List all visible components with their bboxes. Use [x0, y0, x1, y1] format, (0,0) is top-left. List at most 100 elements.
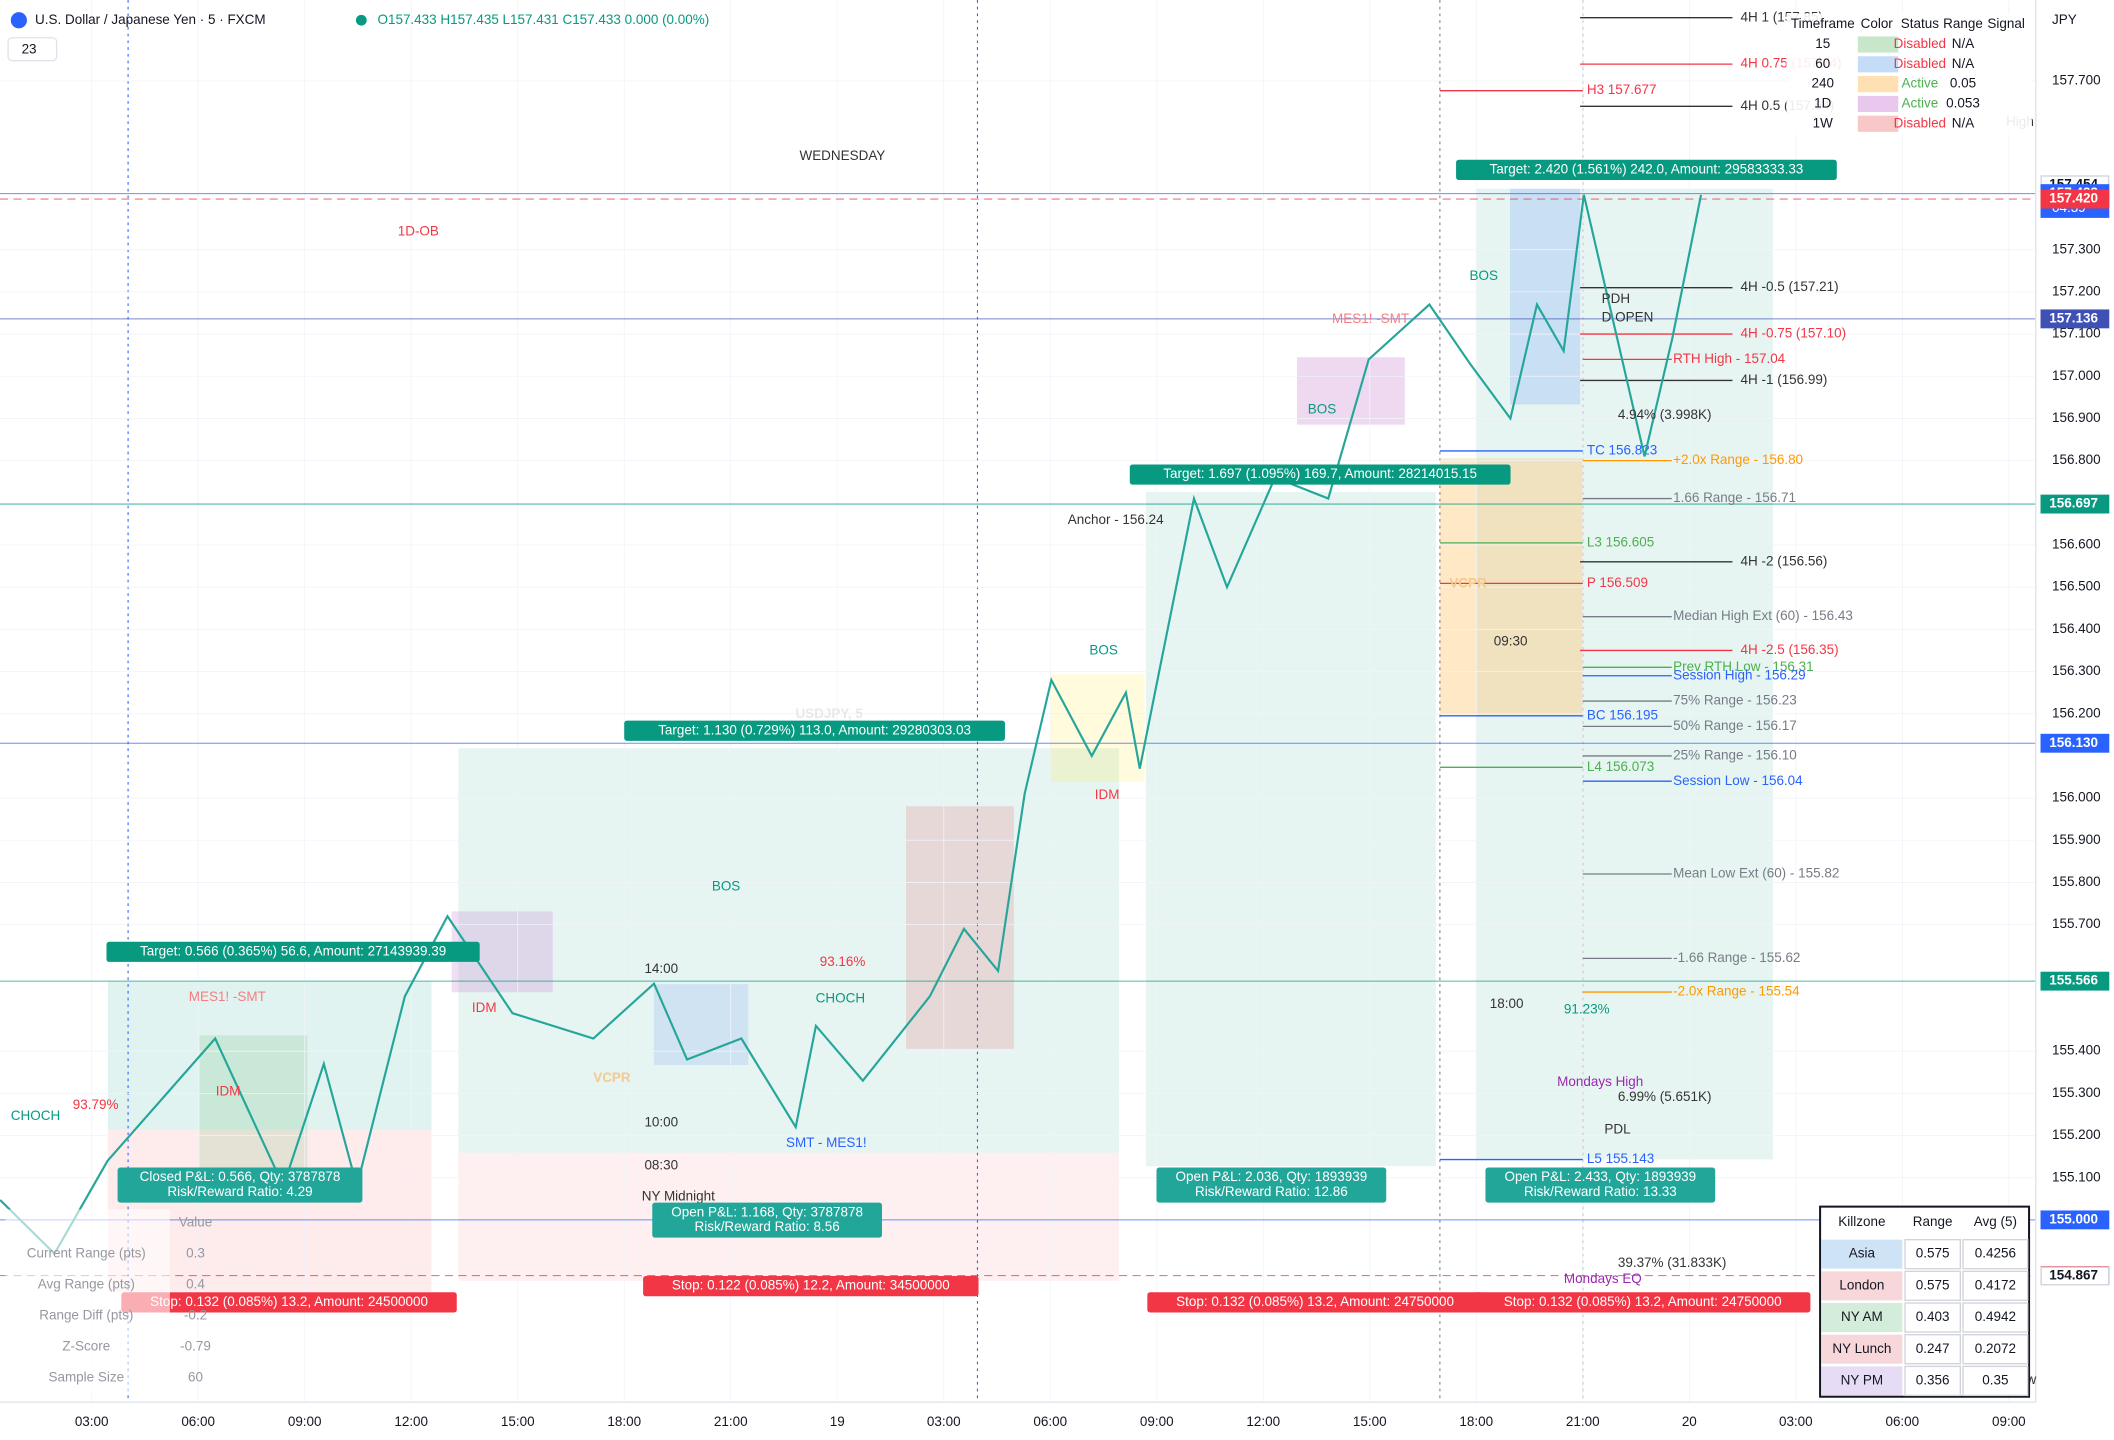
- price-badge: [2040, 1266, 2110, 1286]
- annotation: 18:00: [1490, 996, 1524, 1011]
- price-badge-label: 154.867: [2049, 1268, 2098, 1283]
- level-label: Session Low - 156.04: [1673, 773, 1803, 788]
- table-cell: NY PM: [1841, 1372, 1883, 1387]
- trade-label: Risk/Reward Ratio: 12.86: [1195, 1184, 1348, 1199]
- annotation: 14:00: [644, 961, 678, 976]
- annotation: 09:30: [1494, 633, 1528, 648]
- killzone-box: [1296, 357, 1405, 425]
- trade-label: Stop: 0.122 (0.085%) 12.2, Amount: 34500…: [672, 1278, 950, 1293]
- table-cell: NY Lunch: [1832, 1341, 1891, 1356]
- symbol-icon: [10, 12, 27, 29]
- time-tick-label: 20: [1682, 1414, 1697, 1429]
- annotation: IDM: [216, 1084, 241, 1099]
- table-cell: 0.053: [1946, 96, 1980, 111]
- killzone-box: [1050, 674, 1145, 782]
- trade-label-box: [652, 1202, 883, 1238]
- annotation: VCPR: [593, 1070, 631, 1085]
- currency[interactable]: JPY: [2052, 12, 2077, 27]
- table-cell: Range Diff (pts): [39, 1307, 133, 1322]
- table-cell: N/A: [1952, 115, 1974, 130]
- annotation: 1D-OB: [398, 223, 439, 238]
- table-cell: 0.35: [1982, 1372, 2008, 1387]
- price-tick-label: 156.900: [2052, 410, 2101, 425]
- table-header: Killzone: [1838, 1214, 1885, 1229]
- level-label: BC 156.195: [1587, 707, 1658, 722]
- market-status: [355, 14, 367, 26]
- killzone-cell: [1904, 1302, 1961, 1333]
- killzone-cell: [1962, 1270, 2029, 1302]
- table-cell: 0.4172: [1975, 1277, 2016, 1292]
- time-tick-label: 18:00: [1459, 1414, 1493, 1429]
- indicator-toggle[interactable]: [7, 37, 58, 62]
- trade-label: Stop: 0.132 (0.085%) 13.2, Amount: 24500…: [150, 1294, 428, 1309]
- price-badge: [2040, 309, 2110, 329]
- time-tick-label: 06:00: [181, 1414, 215, 1429]
- killzone-cell: [1962, 1302, 2029, 1333]
- table-cell: Z-Score: [62, 1338, 110, 1353]
- price-badge-label: 155.000: [2049, 1211, 2098, 1226]
- table-cell: 0.575: [1916, 1246, 1950, 1261]
- table-cell: 0.356: [1916, 1372, 1950, 1387]
- annotation: 93.79%: [73, 1097, 119, 1112]
- annotation: PDH: [1602, 291, 1630, 306]
- annotation: PDL: [1604, 1121, 1631, 1136]
- trade-label-box: [1474, 1292, 1811, 1313]
- price-tick-label: 155.200: [2052, 1127, 2101, 1142]
- annotation: BOS: [712, 879, 740, 894]
- annotation: BOS: [1089, 643, 1117, 658]
- annotation: MES1! -SMT: [1332, 311, 1409, 326]
- level-label: 4H -1 (156.99): [1741, 372, 1828, 387]
- price-line-series: [0, 194, 1703, 1256]
- level-label: L4 156.073: [1587, 759, 1654, 774]
- price-tick-label: 155.100: [2052, 1169, 2101, 1184]
- table-cell: N/A: [1952, 36, 1974, 51]
- trade-label: Target: 1.697 (1.095%) 169.7, Amount: 28…: [1163, 466, 1477, 481]
- time-tick-label: 06:00: [1885, 1414, 1919, 1429]
- killzone-cell: [1962, 1334, 2029, 1365]
- time-tick-label: 03:00: [927, 1414, 961, 1429]
- trade-label-box: [1485, 1167, 1716, 1203]
- level-label: 1.66 Range - 156.71: [1673, 490, 1796, 505]
- time-tick-label: 15:00: [1353, 1414, 1387, 1429]
- price-tick-label: 157.300: [2052, 241, 2101, 256]
- annotation: 93.16%: [820, 954, 866, 969]
- table-header: Value: [179, 1214, 212, 1229]
- level-label: -1.66 Range - 155.62: [1673, 950, 1800, 965]
- killzone-cell: [1821, 1271, 1903, 1301]
- killzone-cell: [1821, 1303, 1903, 1333]
- level-label: L3 156.605: [1587, 534, 1654, 549]
- table-header: Color: [1861, 16, 1894, 31]
- table-cell: Disabled: [1894, 36, 1946, 51]
- table-cell: 0.4256: [1975, 1246, 2016, 1261]
- table-header: Signal: [1987, 16, 2024, 31]
- table-header: Timeframe: [1791, 16, 1855, 31]
- price-tick-label: 155.800: [2052, 874, 2101, 889]
- trade-label: Risk/Reward Ratio: 4.29: [167, 1184, 312, 1199]
- trade-label-box: [1156, 1167, 1387, 1203]
- price-tick-label: 156.300: [2052, 663, 2101, 678]
- target-zone: [458, 748, 1120, 1153]
- table-header: Range: [1913, 1214, 1953, 1229]
- table-cell: 60: [188, 1369, 203, 1384]
- trade-label: Target: 0.566 (0.365%) 56.6, Amount: 271…: [140, 943, 446, 958]
- table-cell: 60: [1815, 56, 1830, 71]
- trade-label-box: [117, 1167, 363, 1203]
- killzone-box: [199, 1035, 308, 1171]
- price-badge: [2040, 189, 2110, 209]
- indicator-count[interactable]: 23: [22, 41, 37, 56]
- level-label: 4H -0.75 (157.10): [1741, 326, 1847, 341]
- time-tick-label: 09:00: [1140, 1414, 1174, 1429]
- table-cell: 0.05: [1950, 76, 1976, 91]
- price-badge: [2040, 1210, 2110, 1230]
- symbol-title[interactable]: U.S. Dollar / Japanese Yen · 5 · FXCM: [35, 12, 266, 27]
- ohlc: O157.433 H157.435 L157.431 C157.433 0.00…: [378, 12, 710, 27]
- annotation: 39.37% (31.833K): [1618, 1255, 1727, 1270]
- trade-label: Closed P&L: 0.566, Qty: 3787878: [140, 1169, 341, 1184]
- table-cell: 1D: [1814, 96, 1831, 111]
- level-label: 4H -0.5 (157.21): [1741, 279, 1839, 294]
- price-tick-label: 157.200: [2052, 283, 2101, 298]
- annotation: IDM: [1095, 787, 1120, 802]
- price-badge-label: 157.136: [2049, 310, 2098, 325]
